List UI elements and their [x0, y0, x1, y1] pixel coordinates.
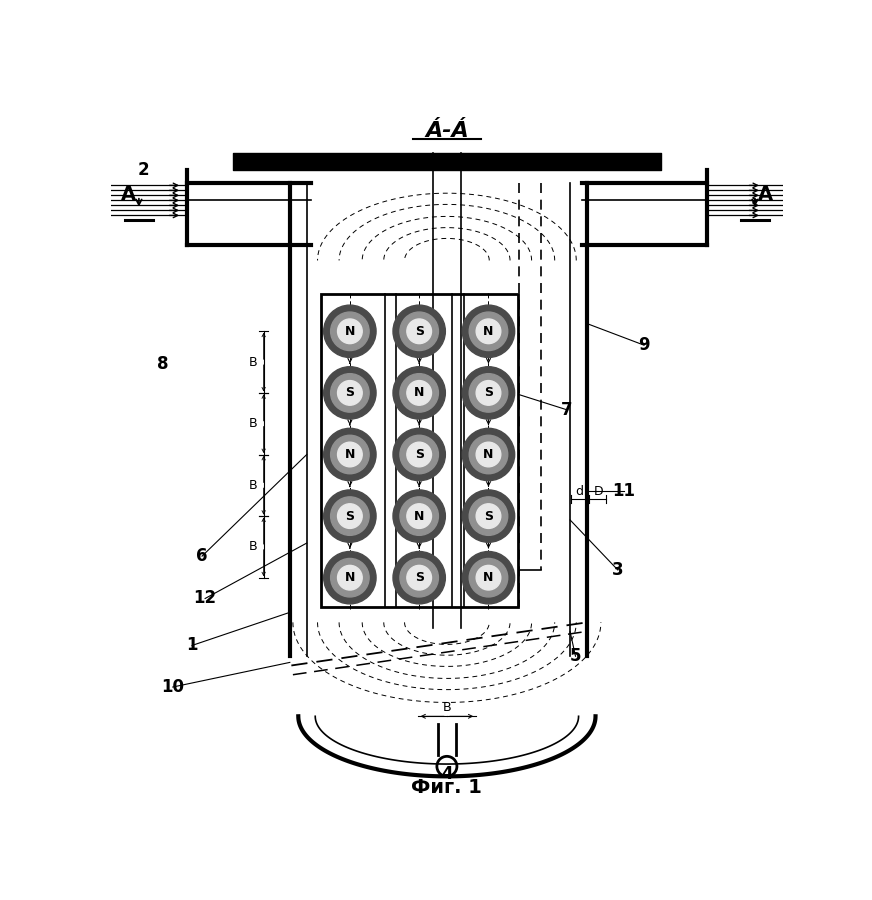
Circle shape	[324, 490, 376, 543]
Bar	[321, 294, 518, 607]
Circle shape	[337, 442, 362, 467]
Circle shape	[337, 381, 362, 405]
Circle shape	[337, 319, 362, 344]
Text: S: S	[415, 572, 424, 584]
Text: 8: 8	[157, 355, 168, 373]
Circle shape	[462, 490, 514, 543]
Text: 3: 3	[612, 561, 623, 579]
Text: 1: 1	[187, 636, 198, 654]
Text: B: B	[249, 356, 257, 369]
Text: D: D	[594, 485, 603, 498]
Circle shape	[469, 312, 508, 351]
Circle shape	[393, 305, 446, 357]
Circle shape	[393, 366, 446, 419]
Text: 5: 5	[569, 647, 582, 665]
Text: d: d	[576, 485, 583, 498]
Text: S: S	[415, 448, 424, 461]
Text: S: S	[345, 509, 354, 523]
Circle shape	[330, 497, 369, 536]
Circle shape	[476, 565, 501, 590]
Circle shape	[407, 442, 432, 467]
Circle shape	[337, 565, 362, 590]
Circle shape	[407, 319, 432, 344]
Text: 2: 2	[138, 160, 149, 178]
Text: N: N	[344, 448, 355, 461]
Text: A: A	[120, 184, 136, 203]
Circle shape	[393, 428, 446, 481]
Text: S: S	[345, 386, 354, 400]
Circle shape	[469, 558, 508, 597]
Circle shape	[407, 565, 432, 590]
Text: B: B	[443, 700, 451, 714]
Text: S: S	[484, 386, 493, 400]
Text: S: S	[484, 509, 493, 523]
Circle shape	[324, 305, 376, 357]
Circle shape	[469, 374, 508, 412]
Text: 11: 11	[612, 482, 636, 500]
Circle shape	[330, 436, 369, 473]
Text: N: N	[483, 572, 494, 584]
Text: 9: 9	[638, 337, 650, 355]
Circle shape	[393, 552, 446, 604]
Text: N: N	[483, 448, 494, 461]
Circle shape	[400, 497, 439, 536]
Circle shape	[400, 374, 439, 412]
Circle shape	[462, 428, 514, 481]
Text: A: A	[758, 184, 773, 203]
Circle shape	[324, 366, 376, 419]
Text: Á-Á: Á-Á	[425, 122, 469, 141]
Circle shape	[400, 312, 439, 351]
Text: N: N	[483, 325, 494, 338]
Circle shape	[324, 428, 376, 481]
Text: S: S	[415, 325, 424, 338]
Circle shape	[400, 436, 439, 473]
Circle shape	[462, 366, 514, 419]
Circle shape	[407, 504, 432, 528]
Text: B: B	[249, 540, 257, 554]
Text: 7: 7	[562, 400, 573, 418]
Text: 4: 4	[441, 765, 453, 783]
Circle shape	[462, 552, 514, 604]
Circle shape	[476, 442, 501, 467]
Circle shape	[330, 312, 369, 351]
Text: N: N	[344, 572, 355, 584]
Text: 10: 10	[161, 678, 184, 696]
Text: 12: 12	[194, 590, 216, 608]
Text: N: N	[414, 386, 425, 400]
Circle shape	[393, 490, 446, 543]
Circle shape	[462, 305, 514, 357]
Text: Фиг. 1: Фиг. 1	[412, 778, 482, 796]
Circle shape	[469, 497, 508, 536]
Circle shape	[476, 381, 501, 405]
Text: B: B	[249, 418, 257, 430]
Circle shape	[330, 374, 369, 412]
Circle shape	[324, 552, 376, 604]
Circle shape	[407, 381, 432, 405]
Circle shape	[476, 504, 501, 528]
Text: 6: 6	[196, 547, 208, 565]
Circle shape	[400, 558, 439, 597]
Circle shape	[469, 436, 508, 473]
Text: B: B	[249, 479, 257, 491]
Circle shape	[337, 504, 362, 528]
Circle shape	[476, 319, 501, 344]
Circle shape	[330, 558, 369, 597]
Text: N: N	[344, 325, 355, 338]
Text: N: N	[414, 509, 425, 523]
